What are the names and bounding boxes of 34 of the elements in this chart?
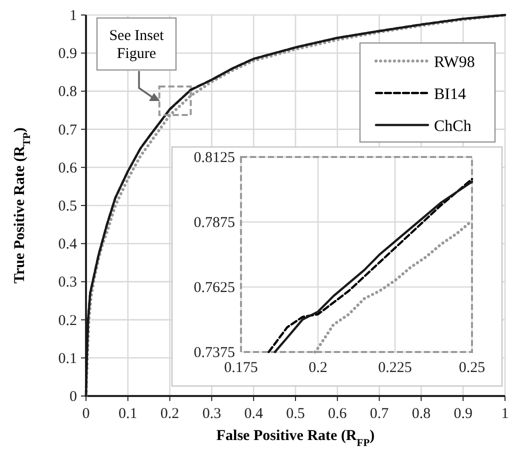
- x-tick-label: 0.175: [224, 360, 258, 376]
- x-tick-label: 0.8: [412, 406, 431, 422]
- x-tick-label: 1: [501, 406, 509, 422]
- y-tick-label: 0.9: [58, 46, 77, 62]
- legend-label: ChCh: [434, 118, 472, 135]
- legend-label: BI14: [434, 86, 466, 103]
- y-tick-label: 0.8: [58, 84, 77, 100]
- y-tick-label: 0.7875: [194, 215, 235, 231]
- x-tick-label: 0.7: [370, 406, 390, 422]
- y-tick-label: 0.5: [58, 198, 77, 214]
- x-tick-label: 0.9: [454, 406, 472, 422]
- legend-label: RW98: [434, 54, 475, 71]
- x-tick-label: 0.225: [378, 360, 412, 376]
- y-tick-label: 0.4: [58, 236, 78, 253]
- x-tick-label: 0.2: [160, 406, 180, 422]
- x-tick-label: 0.1: [118, 406, 138, 422]
- x-tick-label: 0.4: [244, 406, 264, 422]
- y-tick-label: 0.6: [58, 160, 78, 176]
- annotation: See Inset Figure: [109, 28, 165, 62]
- y-tick-label: 0.7625: [194, 280, 235, 296]
- x-tick-label: 0.5: [286, 406, 305, 422]
- y-tick-label: 0.8125: [194, 150, 235, 166]
- y-tick-label: 0.7: [58, 122, 78, 138]
- x-tick-label: 0.25: [458, 360, 486, 376]
- y-tick-label: 0: [70, 389, 77, 405]
- x-tick-label: 0.6: [328, 406, 348, 422]
- y-tick-label: 1: [70, 8, 77, 24]
- line-series: [84, 14, 506, 398]
- x-tick-label: 0.2: [308, 360, 328, 376]
- x-axis-title: False Positive Rate (R$_{FP}$): [216, 428, 375, 448]
- y-tick-label: 0.7375: [194, 345, 235, 361]
- x-tick-label: 0: [82, 406, 90, 422]
- y-tick-label: 0.2: [58, 312, 77, 329]
- y-tick-label: 0.3: [58, 274, 77, 291]
